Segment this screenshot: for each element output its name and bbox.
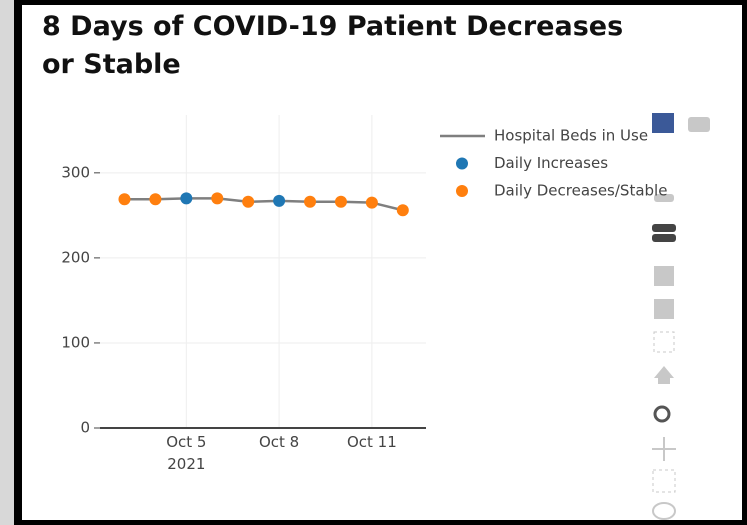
marker [180, 192, 193, 205]
frame-shade [0, 0, 14, 525]
line [124, 197, 404, 212]
marker [334, 195, 347, 208]
pan-icon[interactable] [652, 437, 676, 461]
hover-icon[interactable] [652, 224, 676, 232]
marker [365, 196, 378, 209]
y-tick-label: 200 [61, 248, 90, 266]
home-icon[interactable] [654, 366, 674, 384]
y-tick-label: 100 [61, 333, 90, 351]
legend-label: Hospital Beds in Use [494, 127, 648, 145]
select-icon[interactable] [652, 469, 676, 493]
autoscale-icon[interactable] [653, 331, 675, 353]
marker [304, 195, 317, 208]
zoom-in-icon[interactable] [654, 266, 674, 286]
zoom-icon[interactable] [653, 405, 671, 423]
marker [149, 193, 162, 206]
legend-swatch [456, 157, 468, 170]
marker [242, 195, 255, 208]
modebar[interactable] [652, 113, 710, 520]
y-tick-label: 300 [61, 163, 90, 181]
legend-swatch [456, 185, 468, 197]
x-tick-label-line: Oct 5 [166, 433, 206, 451]
lasso-icon[interactable] [652, 502, 676, 520]
y-tick-label: 0 [80, 419, 90, 437]
x-tick-label: Oct 5 2021 [166, 433, 206, 473]
marker [273, 194, 286, 207]
chart-title: 8 Days of COVID-19 Patient Decreases or … [42, 11, 624, 80]
x-tick-label-line: Oct 8 [259, 433, 299, 451]
x-tick-label: Oct 8 [259, 433, 299, 451]
zoom-out-icon[interactable] [654, 299, 674, 319]
legend-label: Daily Increases [494, 154, 608, 172]
x-tick-label: Oct 11 [347, 433, 397, 451]
camera-icon[interactable] [688, 117, 710, 132]
x-tick-label-line: Oct 11 [347, 433, 397, 451]
legend-label: Daily Decreases/Stable [494, 182, 667, 200]
plotly-logo[interactable] [652, 113, 674, 133]
marker [118, 193, 131, 206]
x-tick-label-line: 2021 [167, 455, 205, 473]
hover-icon-2[interactable] [652, 234, 676, 242]
compare-icon[interactable] [654, 194, 674, 202]
marker [396, 204, 409, 217]
marker [211, 192, 224, 205]
